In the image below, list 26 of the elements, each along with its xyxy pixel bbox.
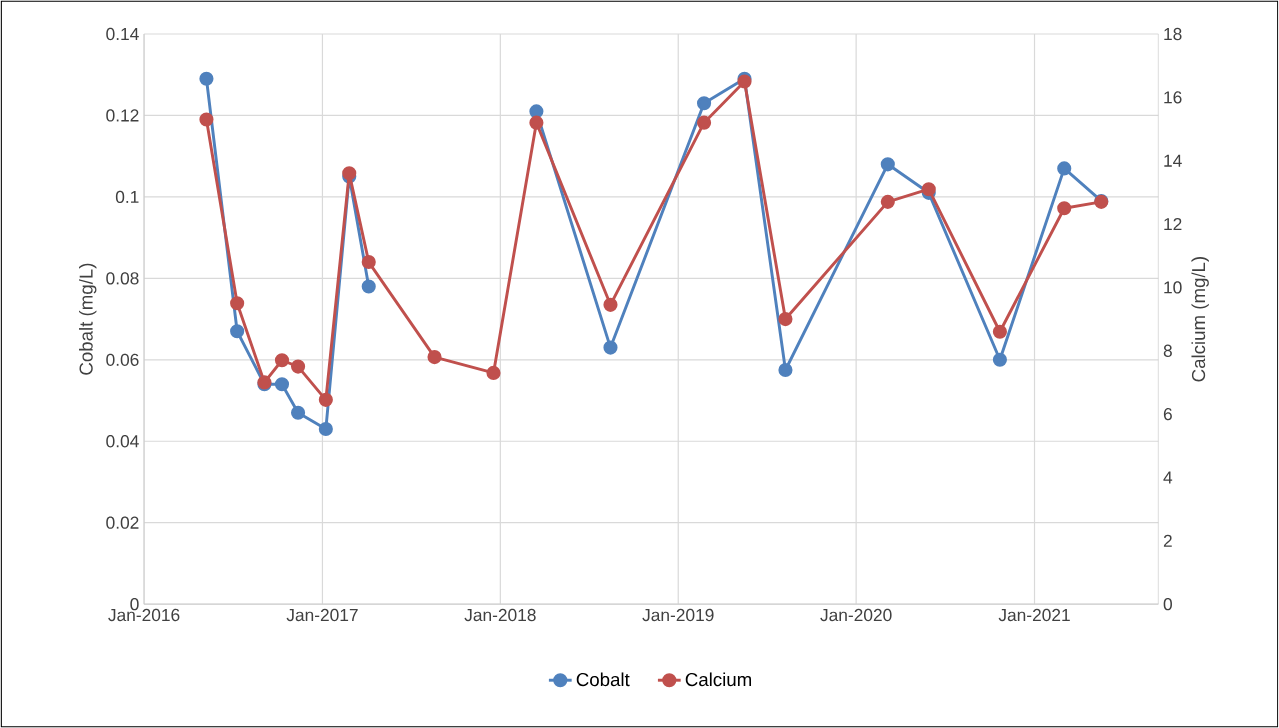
y-tick-label: 0.08 (106, 272, 139, 285)
y-tick-label: 0.1 (115, 190, 139, 203)
x-tick-label: Jan-2017 (286, 608, 358, 622)
legend-label: Calcium (685, 672, 752, 687)
x-tick-label: Jan-2019 (642, 608, 714, 622)
y2-tick-label: 4 (1163, 471, 1173, 484)
legend-label: Cobalt (576, 672, 630, 687)
y2-tick-label: 10 (1164, 281, 1182, 294)
y2-tick-label: 14 (1164, 154, 1182, 167)
x-tick-label: Jan-2018 (464, 608, 536, 622)
y2-tick-label: 12 (1164, 217, 1182, 231)
x-tick-label: Jan-2020 (820, 608, 892, 622)
y2-tick-label: 18 (1164, 27, 1182, 41)
y2-axis-title: Calcium (mg/L) (1191, 256, 1209, 382)
y2-tick-label: 0 (1163, 597, 1172, 611)
y-axis-title: Cobalt (mg/L) (79, 263, 97, 375)
y-tick-label: 0.12 (106, 109, 139, 122)
x-tick-label: Jan-2021 (998, 608, 1070, 622)
y2-tick-label: 8 (1163, 344, 1172, 357)
y2-tick-label: 6 (1163, 407, 1172, 421)
y2-tick-label: 2 (1163, 534, 1172, 547)
y-tick-label: 0.02 (106, 516, 139, 529)
y-tick-label: 0.04 (106, 435, 139, 448)
y2-tick-label: 16 (1164, 91, 1182, 104)
y-tick-label: 0.06 (106, 353, 139, 366)
y-tick-label: 0.14 (106, 27, 139, 41)
